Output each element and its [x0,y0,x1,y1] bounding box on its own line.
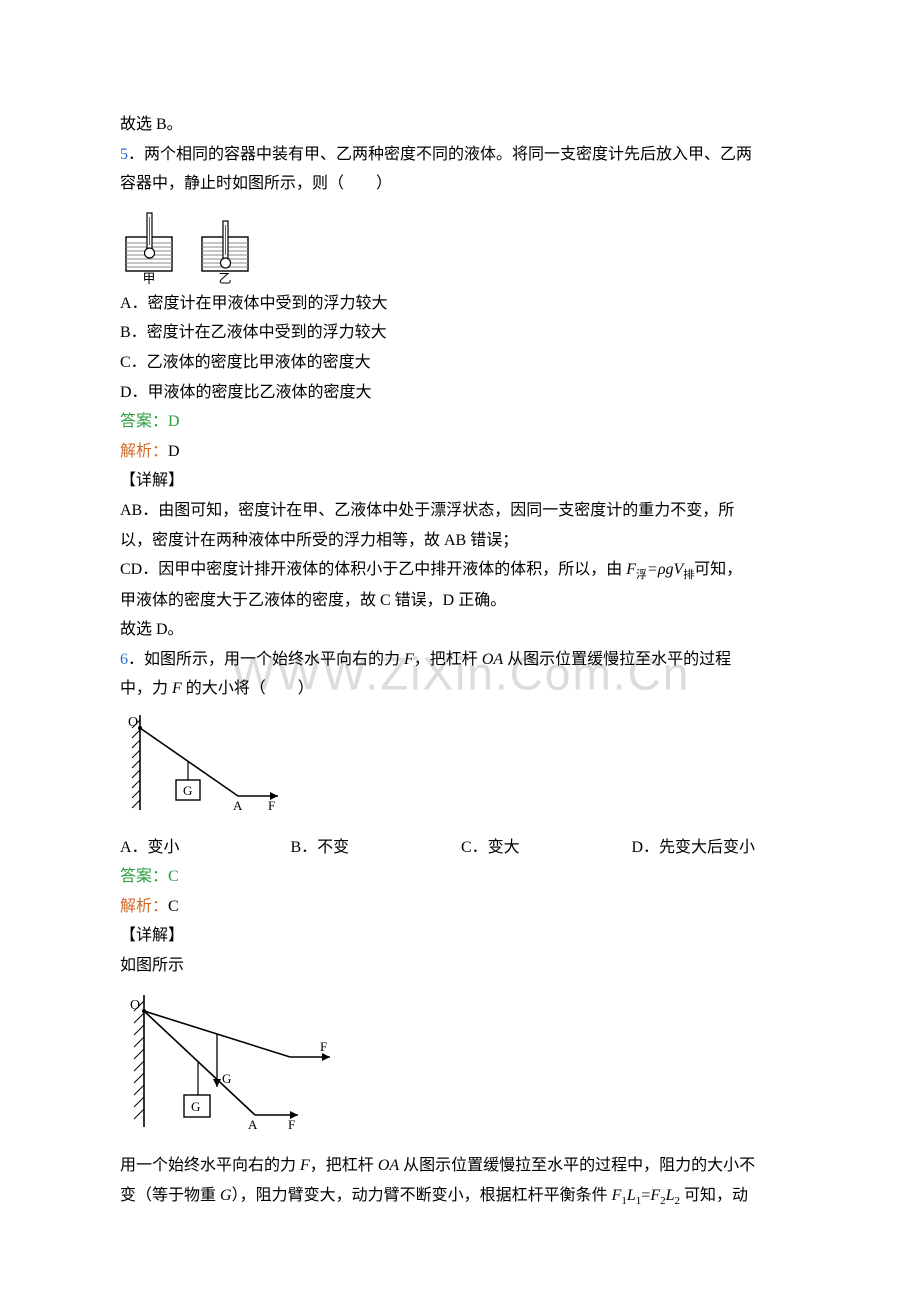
q6-optB: B．不变 [291,833,462,863]
q6-l2-eq: = [641,1187,650,1204]
q6-l2-a: 变（等于物重 [120,1187,220,1204]
q6-f1-A: A [233,798,243,813]
q6-f1-O: O [128,715,138,730]
q6-optA: A．变小 [120,833,291,863]
q6-last-line1: 用一个始终水平向右的力 F，把杠杆 OA 从图示位置缓慢拉至水平的过程中，阻力的… [120,1151,802,1181]
q6-l1-a: 用一个始终水平向右的力 [120,1157,300,1174]
q5-detail-ab2: 以，密度计在两种液体中所受的浮力相等，故 AB 错误； [120,526,802,556]
q6-l2-b: ），阻力臂变大，动力臂不断变小，根据杠杆平衡条件 [232,1187,612,1204]
q6-f2-Garrow: G [222,1071,231,1086]
q5-cd-eq: =ρgV [647,561,683,578]
q5-cd-a: CD．因甲中密度计排开液体的体积小于乙中排开液体的体积，所以，由 [120,561,626,578]
q5-label-yi: 乙 [218,271,231,285]
q5-figure: 甲 乙 [120,207,802,285]
q5-cd-fu: 浮 [636,569,647,581]
q6-l2-L1: L [627,1187,636,1204]
q6-answer: 答案：C [120,862,802,892]
q6-l2-G: G [220,1187,232,1204]
q6-s-F2: F [172,680,182,697]
q6-f2-F1: F [320,1039,327,1054]
q6-s-e: 的大小将（ ） [182,680,314,697]
q6-s-OA: OA [482,651,503,668]
q5-optC: C．乙液体的密度比甲液体的密度大 [120,348,802,378]
q6-figure-1: O A G F [120,710,802,831]
q6-s-d: 中，力 [120,680,172,697]
explain-label: 解析： [120,898,168,915]
answer-label: 答案： [120,413,168,430]
q5-stem-line2: 容器中，静止时如图所示，则（ ） [120,169,802,199]
q5-detail-heading: 【详解】 [120,466,802,496]
q5-cd-b: 可知， [694,561,742,578]
q5-conclusion: 故选 D。 [120,615,802,645]
q5-answer-val: D [168,413,180,430]
prev-conclusion: 故选 B。 [120,110,802,140]
q6-s-a: ．如图所示，用一个始终水平向右的力 [128,651,404,668]
q6-explain-val: C [168,898,179,915]
q6-l2-F2: F [650,1187,660,1204]
q6-optD: D．先变大后变小 [632,833,803,863]
q6-detail-intro: 如图所示 [120,951,802,981]
q6-f2-O: O [130,998,140,1013]
q5-optA: A．密度计在甲液体中受到的浮力较大 [120,289,802,319]
q6-answer-val: C [168,868,179,885]
q5-label-jia: 甲 [142,271,155,285]
q6-f2-Gbox: G [191,1099,200,1114]
q5-stem-line1: 5．两个相同的容器中装有甲、乙两种密度不同的液体。将同一支密度计先后放入甲、乙两 [120,140,802,170]
q5-explain-val: D [168,443,180,460]
q5-beaker-jia-icon: 甲 [120,207,178,285]
q6-l1-OA: OA [378,1157,399,1174]
q6-explain: 解析：C [120,892,802,922]
q5-detail-cd1: CD．因甲中密度计排开液体的体积小于乙中排开液体的体积，所以，由 F浮=ρgV排… [120,555,802,586]
q6-l2-c: 可知，动 [680,1187,748,1204]
answer-label: 答案： [120,868,168,885]
q5-beaker-yi-icon: 乙 [196,207,254,285]
q6-stem-line2: 中，力 F 的大小将（ ） [120,674,802,704]
q6-options: A．变小 B．不变 C．变大 D．先变大后变小 [120,833,802,863]
q6-s-c: 从图示位置缓慢拉至水平的过程 [503,651,731,668]
q5-detail-ab1: AB．由图可知，密度计在甲、乙液体中处于漂浮状态，因同一支密度计的重力不变，所 [120,496,802,526]
q6-l1-c: 从图示位置缓慢拉至水平的过程中，阻力的大小不 [399,1157,755,1174]
q6-detail-heading: 【详解】 [120,921,802,951]
q6-f2-F2: F [288,1117,295,1132]
q6-f1-F: F [268,798,275,813]
q5-stem-a: ．两个相同的容器中装有甲、乙两种密度不同的液体。将同一支密度计先后放入甲、乙两 [128,146,752,163]
q6-f1-G: G [183,783,192,798]
q6-number: 6 [120,651,128,668]
q5-optB: B．密度计在乙液体中受到的浮力较大 [120,318,802,348]
q6-optC: C．变大 [461,833,632,863]
q5-detail-cd2: 甲液体的密度大于乙液体的密度，故 C 错误，D 正确。 [120,586,802,616]
q5-answer: 答案：D [120,407,802,437]
q6-stem-line1: 6．如图所示，用一个始终水平向右的力 F，把杠杆 OA 从图示位置缓慢拉至水平的… [120,645,802,675]
q6-l1-b: ，把杠杆 [310,1157,378,1174]
q5-cd-pai: 排 [683,569,694,581]
q6-s-b: ，把杠杆 [414,651,482,668]
q5-optD: D．甲液体的密度比乙液体的密度大 [120,378,802,408]
q5-cd-F: F [626,561,636,578]
q6-last-line2: 变（等于物重 G），阻力臂变大，动力臂不断变小，根据杠杆平衡条件 F1L1=F2… [120,1181,802,1212]
q6-figure-2: O F F G G A [120,987,802,1148]
q5-explain: 解析：D [120,437,802,467]
q5-number: 5 [120,146,128,163]
q6-l2-L2: L [666,1187,675,1204]
q6-f2-A: A [248,1117,258,1132]
q6-s-F: F [404,651,414,668]
q6-l2-F1: F [612,1187,622,1204]
explain-label: 解析： [120,443,168,460]
q6-l1-F: F [300,1157,310,1174]
